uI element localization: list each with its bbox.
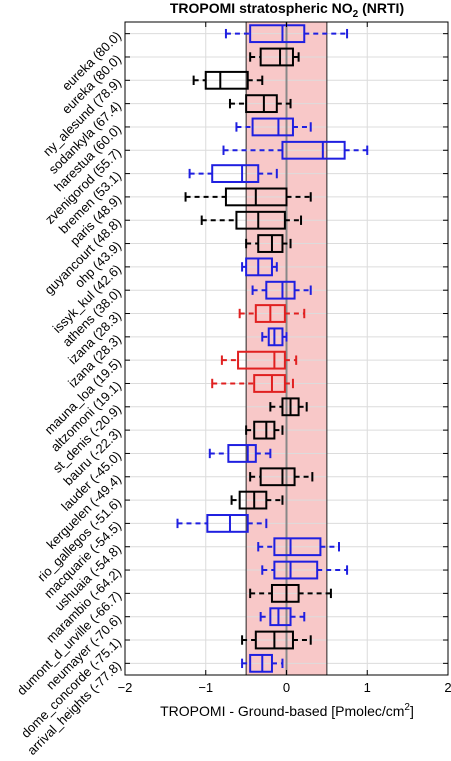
box [259, 47, 294, 67]
box [211, 164, 260, 183]
x-tick-label: 2 [444, 680, 451, 695]
x-tick-label: 1 [364, 680, 371, 695]
box [257, 234, 284, 253]
box [245, 94, 278, 114]
box [253, 420, 276, 440]
box [253, 374, 286, 393]
box [251, 117, 294, 137]
box [237, 350, 286, 370]
box [204, 70, 249, 90]
box [270, 583, 300, 603]
box [249, 653, 273, 673]
box [265, 280, 296, 300]
box [235, 210, 286, 230]
x-axis-label: TROPOMI - Ground-based [Pmolec/cm2] [160, 702, 414, 719]
box [267, 327, 284, 347]
box [273, 537, 322, 557]
box [249, 24, 306, 44]
box [238, 490, 268, 510]
chart-title: TROPOMI stratospheric NO2 (NRTI) [170, 0, 404, 20]
x-tick-label: −2 [118, 680, 133, 695]
box [259, 467, 296, 487]
box [273, 560, 319, 580]
box [206, 514, 249, 533]
x-tick-label: −1 [198, 680, 213, 695]
x-tick-label: 0 [283, 680, 290, 695]
box [227, 444, 257, 463]
box [269, 607, 292, 627]
box [281, 140, 346, 160]
